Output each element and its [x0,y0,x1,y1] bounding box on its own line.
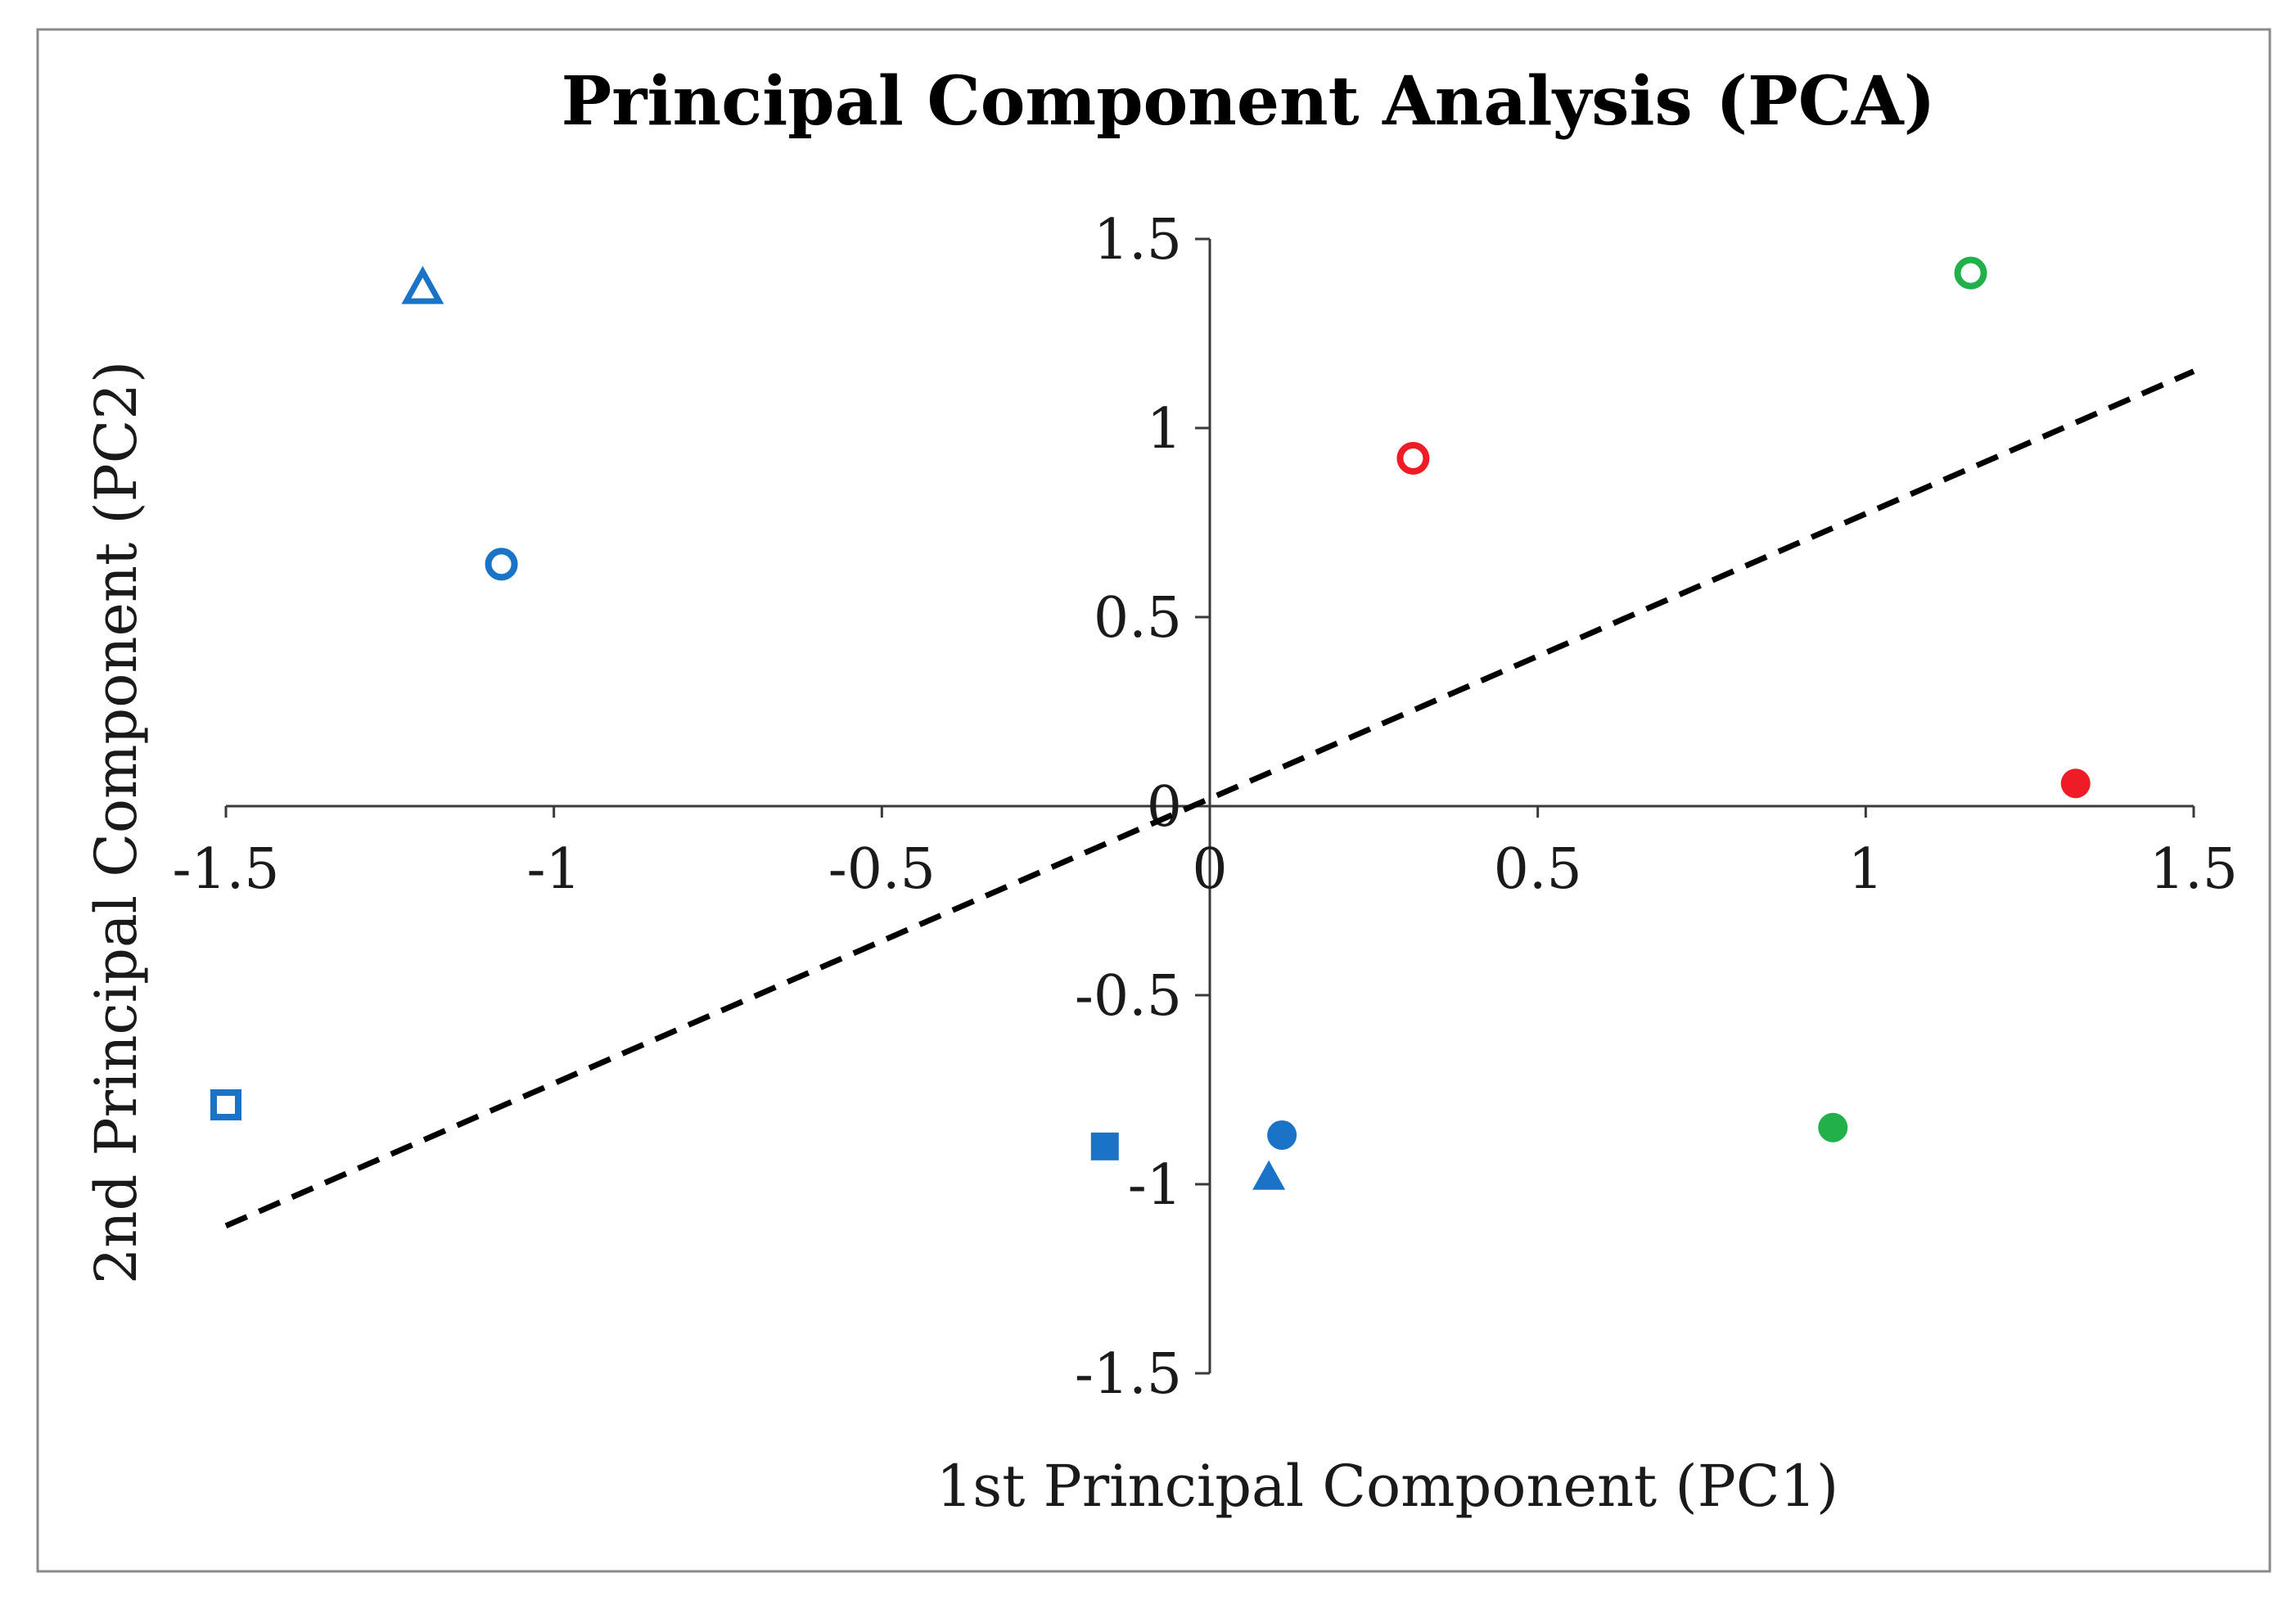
x-tick-label: 1 [1848,837,1883,902]
y-tick-label: 1.5 [1094,208,1182,273]
y-tick-label: 1 [1147,397,1182,462]
open-square-point [210,1088,241,1120]
x-tick-label: -1.5 [172,837,279,902]
x-tick-label: 0 [1192,837,1227,902]
filled-triangle-point [1252,1160,1286,1190]
plot-area: -1.5 -1 -0.5 0 0.5 1 1.5-1.5-1-0.500.511.5 [172,208,2238,1407]
x-axis-label: 1st Principal Component (PC1) [936,1453,1838,1520]
x-tick-label: 1.5 [2149,837,2238,902]
open-circle-point [485,548,518,581]
x-tick-label: -0.5 [828,837,936,902]
filled-circle-point [1818,1112,1848,1143]
x-tick-label: 0.5 [1494,837,1582,902]
x-tick-label: -1 [527,837,581,902]
y-tick-label: -0.5 [1075,964,1182,1029]
filled-circle-point [2060,768,2091,799]
open-triangle-point [401,265,444,304]
open-circle-point [1396,441,1430,475]
y-axis-label: 2nd Principal Component (PC2) [83,361,150,1284]
y-tick-label: -1.5 [1075,1342,1182,1407]
y-tick-label: 0.5 [1094,586,1182,651]
y-tick-label: 0 [1147,775,1182,840]
open-circle-point [1954,256,1987,290]
filled-circle-point [1267,1120,1297,1150]
chart-border [36,28,2271,1573]
y-tick-label: -1 [1128,1153,1182,1218]
filled-square-point [1090,1132,1119,1161]
chart-title: Principal Component Analysis (PCA) [562,62,1936,141]
